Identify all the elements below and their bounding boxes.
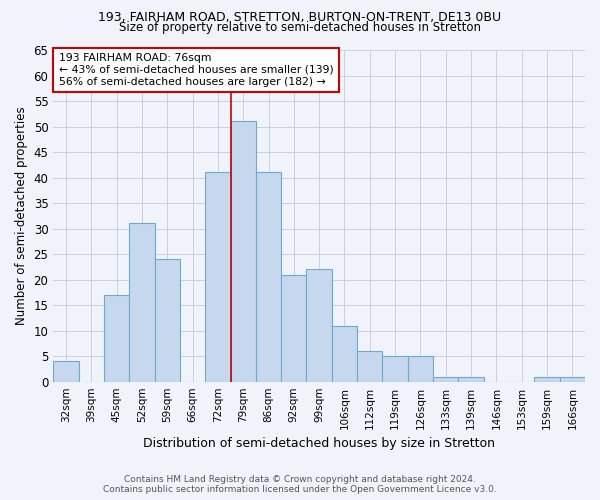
Bar <box>205 172 230 382</box>
Text: 193, FAIRHAM ROAD, STRETTON, BURTON-ON-TRENT, DE13 0BU: 193, FAIRHAM ROAD, STRETTON, BURTON-ON-T… <box>98 11 502 24</box>
Bar <box>281 274 307 382</box>
Bar <box>129 224 155 382</box>
Text: 193 FAIRHAM ROAD: 76sqm
← 43% of semi-detached houses are smaller (139)
56% of s: 193 FAIRHAM ROAD: 76sqm ← 43% of semi-de… <box>59 54 334 86</box>
Bar <box>408 356 433 382</box>
Bar <box>535 376 560 382</box>
Bar <box>155 259 180 382</box>
Bar <box>230 122 256 382</box>
Text: Size of property relative to semi-detached houses in Stretton: Size of property relative to semi-detach… <box>119 21 481 34</box>
X-axis label: Distribution of semi-detached houses by size in Stretton: Distribution of semi-detached houses by … <box>143 437 495 450</box>
Bar <box>357 351 382 382</box>
Bar <box>256 172 281 382</box>
Bar <box>104 295 129 382</box>
Bar <box>307 270 332 382</box>
Bar <box>332 326 357 382</box>
Y-axis label: Number of semi-detached properties: Number of semi-detached properties <box>15 106 28 325</box>
Text: Contains HM Land Registry data © Crown copyright and database right 2024.
Contai: Contains HM Land Registry data © Crown c… <box>103 474 497 494</box>
Bar <box>560 376 585 382</box>
Bar <box>433 376 458 382</box>
Bar <box>458 376 484 382</box>
Bar <box>53 362 79 382</box>
Bar <box>382 356 408 382</box>
